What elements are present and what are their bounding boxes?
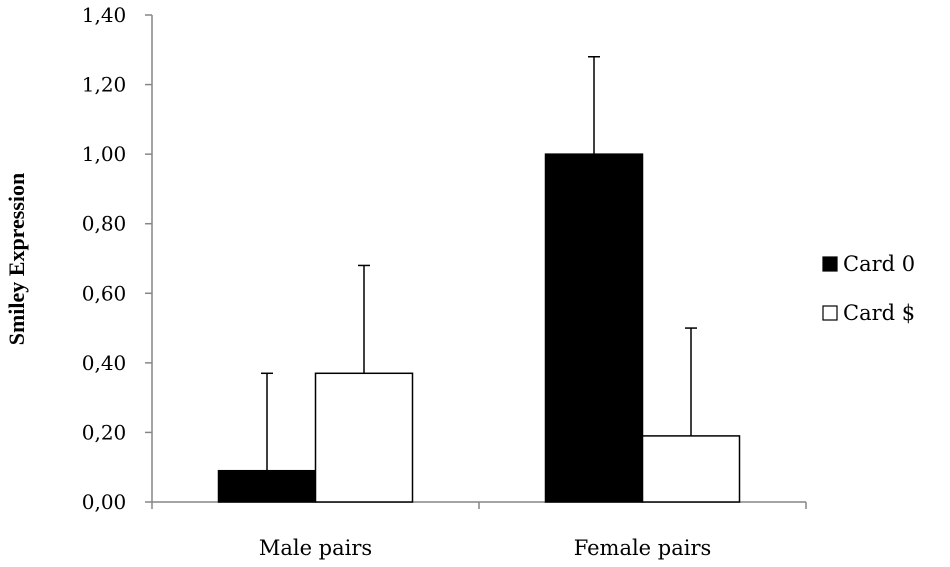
legend-swatch	[822, 305, 838, 321]
y-tick-label: 0,20	[82, 420, 127, 444]
y-ticks: 0,00 0,20 0,40 0,60 0,80 1,00 1,20 1,40	[82, 3, 152, 514]
y-tick-label: 0,60	[82, 281, 127, 305]
y-tick-label: 1,40	[82, 3, 127, 27]
x-category-labels: Male pairs Female pairs	[259, 536, 711, 560]
x-category-label: Female pairs	[574, 536, 712, 560]
legend-label: Card $	[843, 301, 915, 325]
legend: Card 0 Card $	[822, 252, 915, 325]
bar-card-0-female-pairs	[544, 153, 644, 503]
y-axis-title: Smiley Expression	[4, 173, 29, 346]
axes	[151, 15, 807, 509]
y-tick-label: 0,40	[82, 351, 127, 375]
x-category-label: Male pairs	[259, 536, 372, 560]
y-tick-label: 1,00	[82, 142, 127, 166]
y-tick-label: 0,00	[82, 490, 127, 514]
bars	[217, 153, 741, 503]
y-tick-label: 0,80	[82, 212, 127, 236]
legend-swatch	[822, 256, 838, 272]
bar-card--female-pairs	[641, 435, 741, 503]
y-tick-label: 1,20	[82, 73, 127, 97]
legend-label: Card 0	[843, 252, 915, 276]
bar-card--male-pairs	[314, 372, 414, 503]
y-axis-title-group: Smiley Expression	[4, 173, 29, 346]
bar-card-0-male-pairs	[217, 469, 317, 503]
error-bars	[261, 55, 697, 471]
